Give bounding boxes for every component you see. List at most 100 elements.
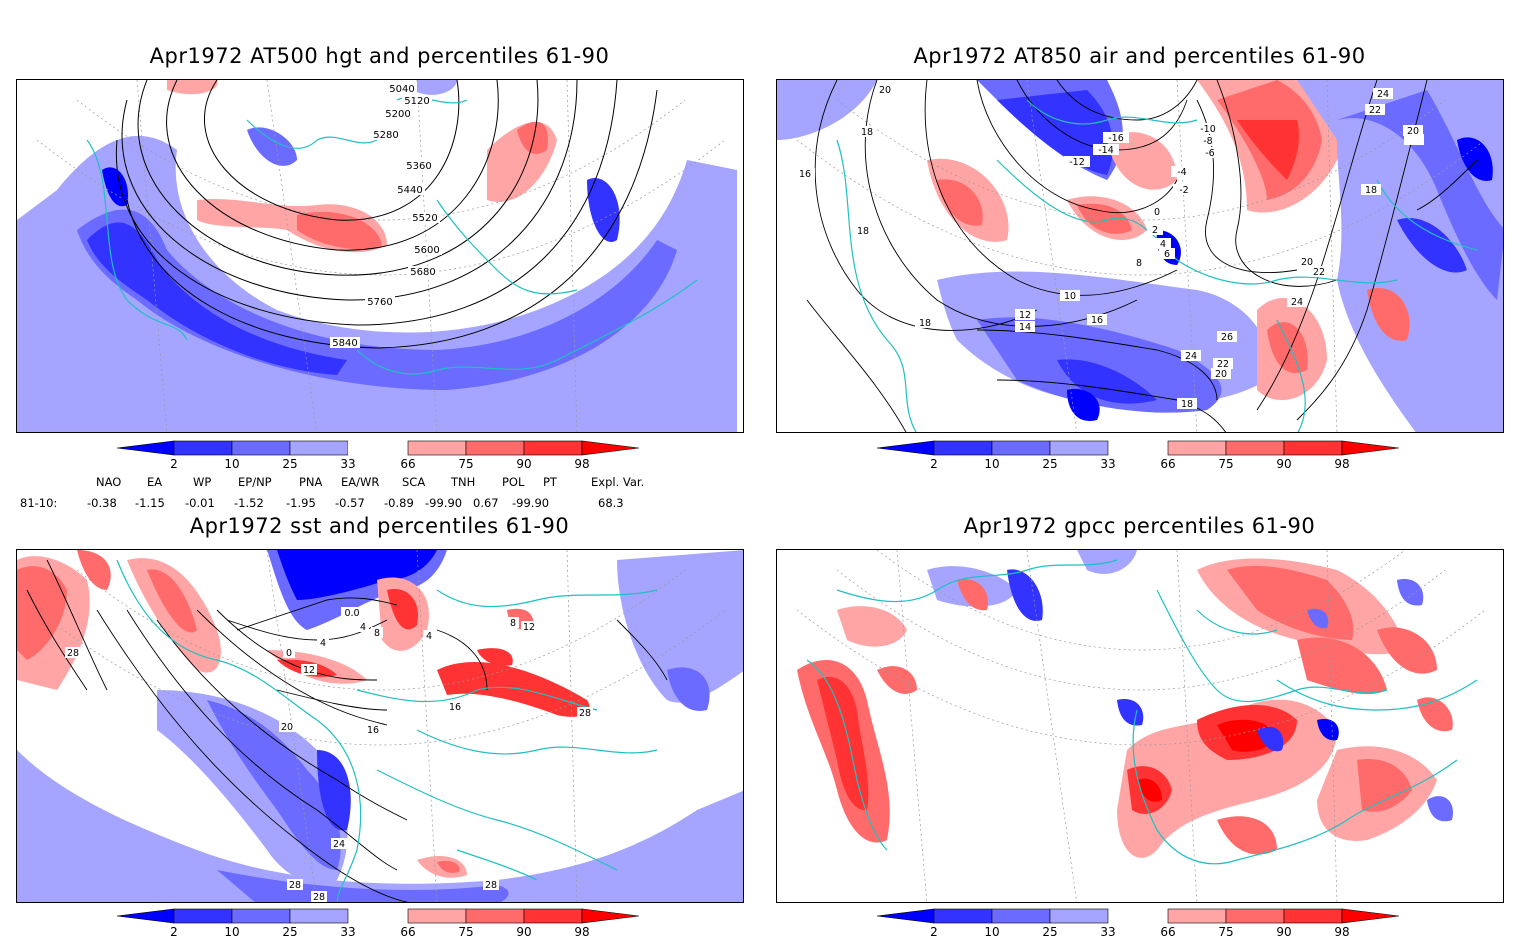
colorbar-label: 98: [574, 925, 589, 939]
colorbar-label: 33: [340, 457, 355, 471]
index-header: PT: [543, 475, 557, 489]
contour-label: 5440: [397, 185, 422, 196]
contour-label: 6: [1164, 249, 1170, 260]
contour-label: 28: [67, 648, 79, 659]
contour-label: 24: [333, 839, 345, 850]
colorbar-label: 25: [1042, 457, 1057, 471]
colorbar-hgt: 2 10 25 33 66 75 90 98: [116, 440, 640, 471]
colorbar-label: 75: [1218, 457, 1233, 471]
contour-label: -4: [1177, 167, 1186, 178]
colorbar-label: 98: [1334, 457, 1349, 471]
colorbar-label: 25: [1042, 925, 1057, 939]
index-value: -1.52: [234, 496, 264, 510]
index-header: PNA: [299, 475, 323, 489]
colorbar-label: 2: [170, 457, 178, 471]
index-value: -1.95: [286, 496, 316, 510]
index-value: -0.57: [335, 496, 365, 510]
panel-title-air: Apr1972 AT850 air and percentiles 61-90: [913, 44, 1366, 68]
contour-label: 5040: [389, 84, 414, 95]
colorbar-label: 2: [170, 925, 178, 939]
panel-title-gpcc: Apr1972 gpcc percentiles 61-90: [963, 514, 1316, 538]
map-panel-air: 20 18 16 18 -16 -14 -12 -10 -8 -6 -4 -2 …: [776, 79, 1504, 433]
contour-label: 4: [426, 631, 432, 642]
index-value: -99.90: [512, 496, 550, 510]
index-row-label: 81-10:: [20, 496, 58, 510]
contour-label: 12: [523, 622, 535, 633]
contour-label: 22: [1217, 359, 1229, 370]
index-value-row: 81-10: -0.38 -1.15 -0.01 -1.52 -1.95 -0.…: [0, 496, 760, 512]
contour-label: 5600: [414, 245, 439, 256]
colorbar-label: 66: [400, 457, 415, 471]
contour-label: 16: [799, 169, 811, 180]
contour-label: 24: [1291, 297, 1303, 308]
contour-label: 14: [1019, 322, 1031, 333]
contour-label: 5680: [410, 267, 435, 278]
colorbar-gpcc: 2 10 25 33 66 75 90 98: [876, 908, 1400, 939]
contour-label: 4: [360, 622, 366, 633]
contour-label: 4: [1160, 239, 1166, 250]
contour-label: 18: [857, 226, 869, 237]
contour-label: -10: [1200, 124, 1216, 135]
colorbar-label: 98: [574, 457, 589, 471]
colorbar-label: 10: [224, 457, 239, 471]
map-gpcc-svg: [796, 550, 1486, 902]
contour-label: 8: [374, 628, 380, 639]
index-header: EP/NP: [238, 475, 272, 489]
colorbar-air: 2 10 25 33 66 75 90 98: [876, 440, 1400, 471]
contour-label: -12: [1069, 157, 1085, 168]
index-header: SCA: [402, 475, 426, 489]
contour-label: 20: [1215, 369, 1227, 380]
contour-label: 8: [510, 618, 516, 629]
colorbar-label: 66: [1160, 457, 1175, 471]
contour-label: 18: [861, 127, 873, 138]
index-value: -1.15: [135, 496, 165, 510]
colorbar-label: 90: [1276, 457, 1291, 471]
index-header: Expl. Var.: [591, 475, 645, 489]
map-hgt-svg: 5040 5120 5200 5280 5360 5440 5520 5600 …: [17, 80, 737, 432]
contour-label: 0.0: [344, 608, 359, 619]
colorbar-label: 90: [516, 457, 531, 471]
contour-label: 10: [1064, 291, 1076, 302]
contour-label: -8: [1203, 136, 1212, 147]
contour-label: 24: [1377, 89, 1389, 100]
colorbar-label: 2: [930, 457, 938, 471]
index-value: -0.89: [384, 496, 414, 510]
contour-label: 4: [320, 638, 326, 649]
contour-label: 5120: [404, 96, 429, 107]
colorbar-label: 90: [1276, 925, 1291, 939]
contour-label: 22: [1313, 267, 1325, 278]
contour-label: 5840: [332, 338, 357, 349]
panel-title-hgt: Apr1972 AT500 hgt and percentiles 61-90: [149, 44, 610, 68]
colorbar-label: 10: [224, 925, 239, 939]
contour-label: 12: [1019, 310, 1031, 321]
contour-label: 20: [1301, 257, 1313, 268]
colorbar-label: 10: [984, 457, 999, 471]
colorbar-label: 75: [1218, 925, 1233, 939]
contour-label: 5520: [412, 213, 437, 224]
contour-label: 12: [303, 665, 315, 676]
colorbar-sst: 2 10 25 33 66 75 90 98: [116, 908, 640, 939]
contour-label: -2: [1179, 185, 1188, 196]
contour-label: 18: [1181, 399, 1193, 410]
contour-label: 16: [367, 725, 379, 736]
contour-label: 5280: [373, 130, 398, 141]
index-header: EA/WR: [341, 475, 380, 489]
colorbar-label: 2: [930, 925, 938, 939]
colorbar-label: 25: [282, 925, 297, 939]
colorbar-label: 66: [400, 925, 415, 939]
colorbar-label: 33: [1100, 925, 1115, 939]
contour-label: -6: [1205, 148, 1214, 159]
colorbar-label: 66: [1160, 925, 1175, 939]
contour-label: 28: [289, 880, 301, 891]
contour-label: 20: [879, 85, 891, 96]
contour-label: 20: [1407, 126, 1419, 137]
contour-label: 16: [1091, 315, 1103, 326]
index-header-row: NAO EA WP EP/NP PNA EA/WR SCA TNH POL PT…: [0, 475, 760, 491]
contour-label: 26: [1221, 332, 1233, 343]
contour-label: 28: [485, 880, 497, 891]
index-header: TNH: [451, 475, 476, 489]
index-value: 0.67: [473, 496, 499, 510]
map-panel-sst: 28 0 4 8 12 16 20 24 28 28 28 16 28 8 12…: [16, 549, 744, 903]
contour-label: 18: [919, 318, 931, 329]
index-header: POL: [502, 475, 525, 489]
